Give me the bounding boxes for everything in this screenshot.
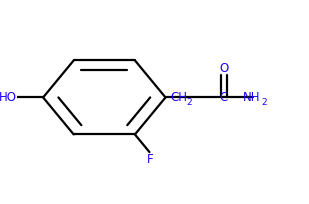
Text: NH: NH xyxy=(243,90,260,103)
Text: 2: 2 xyxy=(186,98,192,107)
Text: C: C xyxy=(220,90,228,103)
Text: HO: HO xyxy=(0,90,17,103)
Text: CH: CH xyxy=(170,90,187,103)
Text: 2: 2 xyxy=(261,98,267,107)
Text: O: O xyxy=(219,61,228,74)
Text: F: F xyxy=(147,152,153,165)
